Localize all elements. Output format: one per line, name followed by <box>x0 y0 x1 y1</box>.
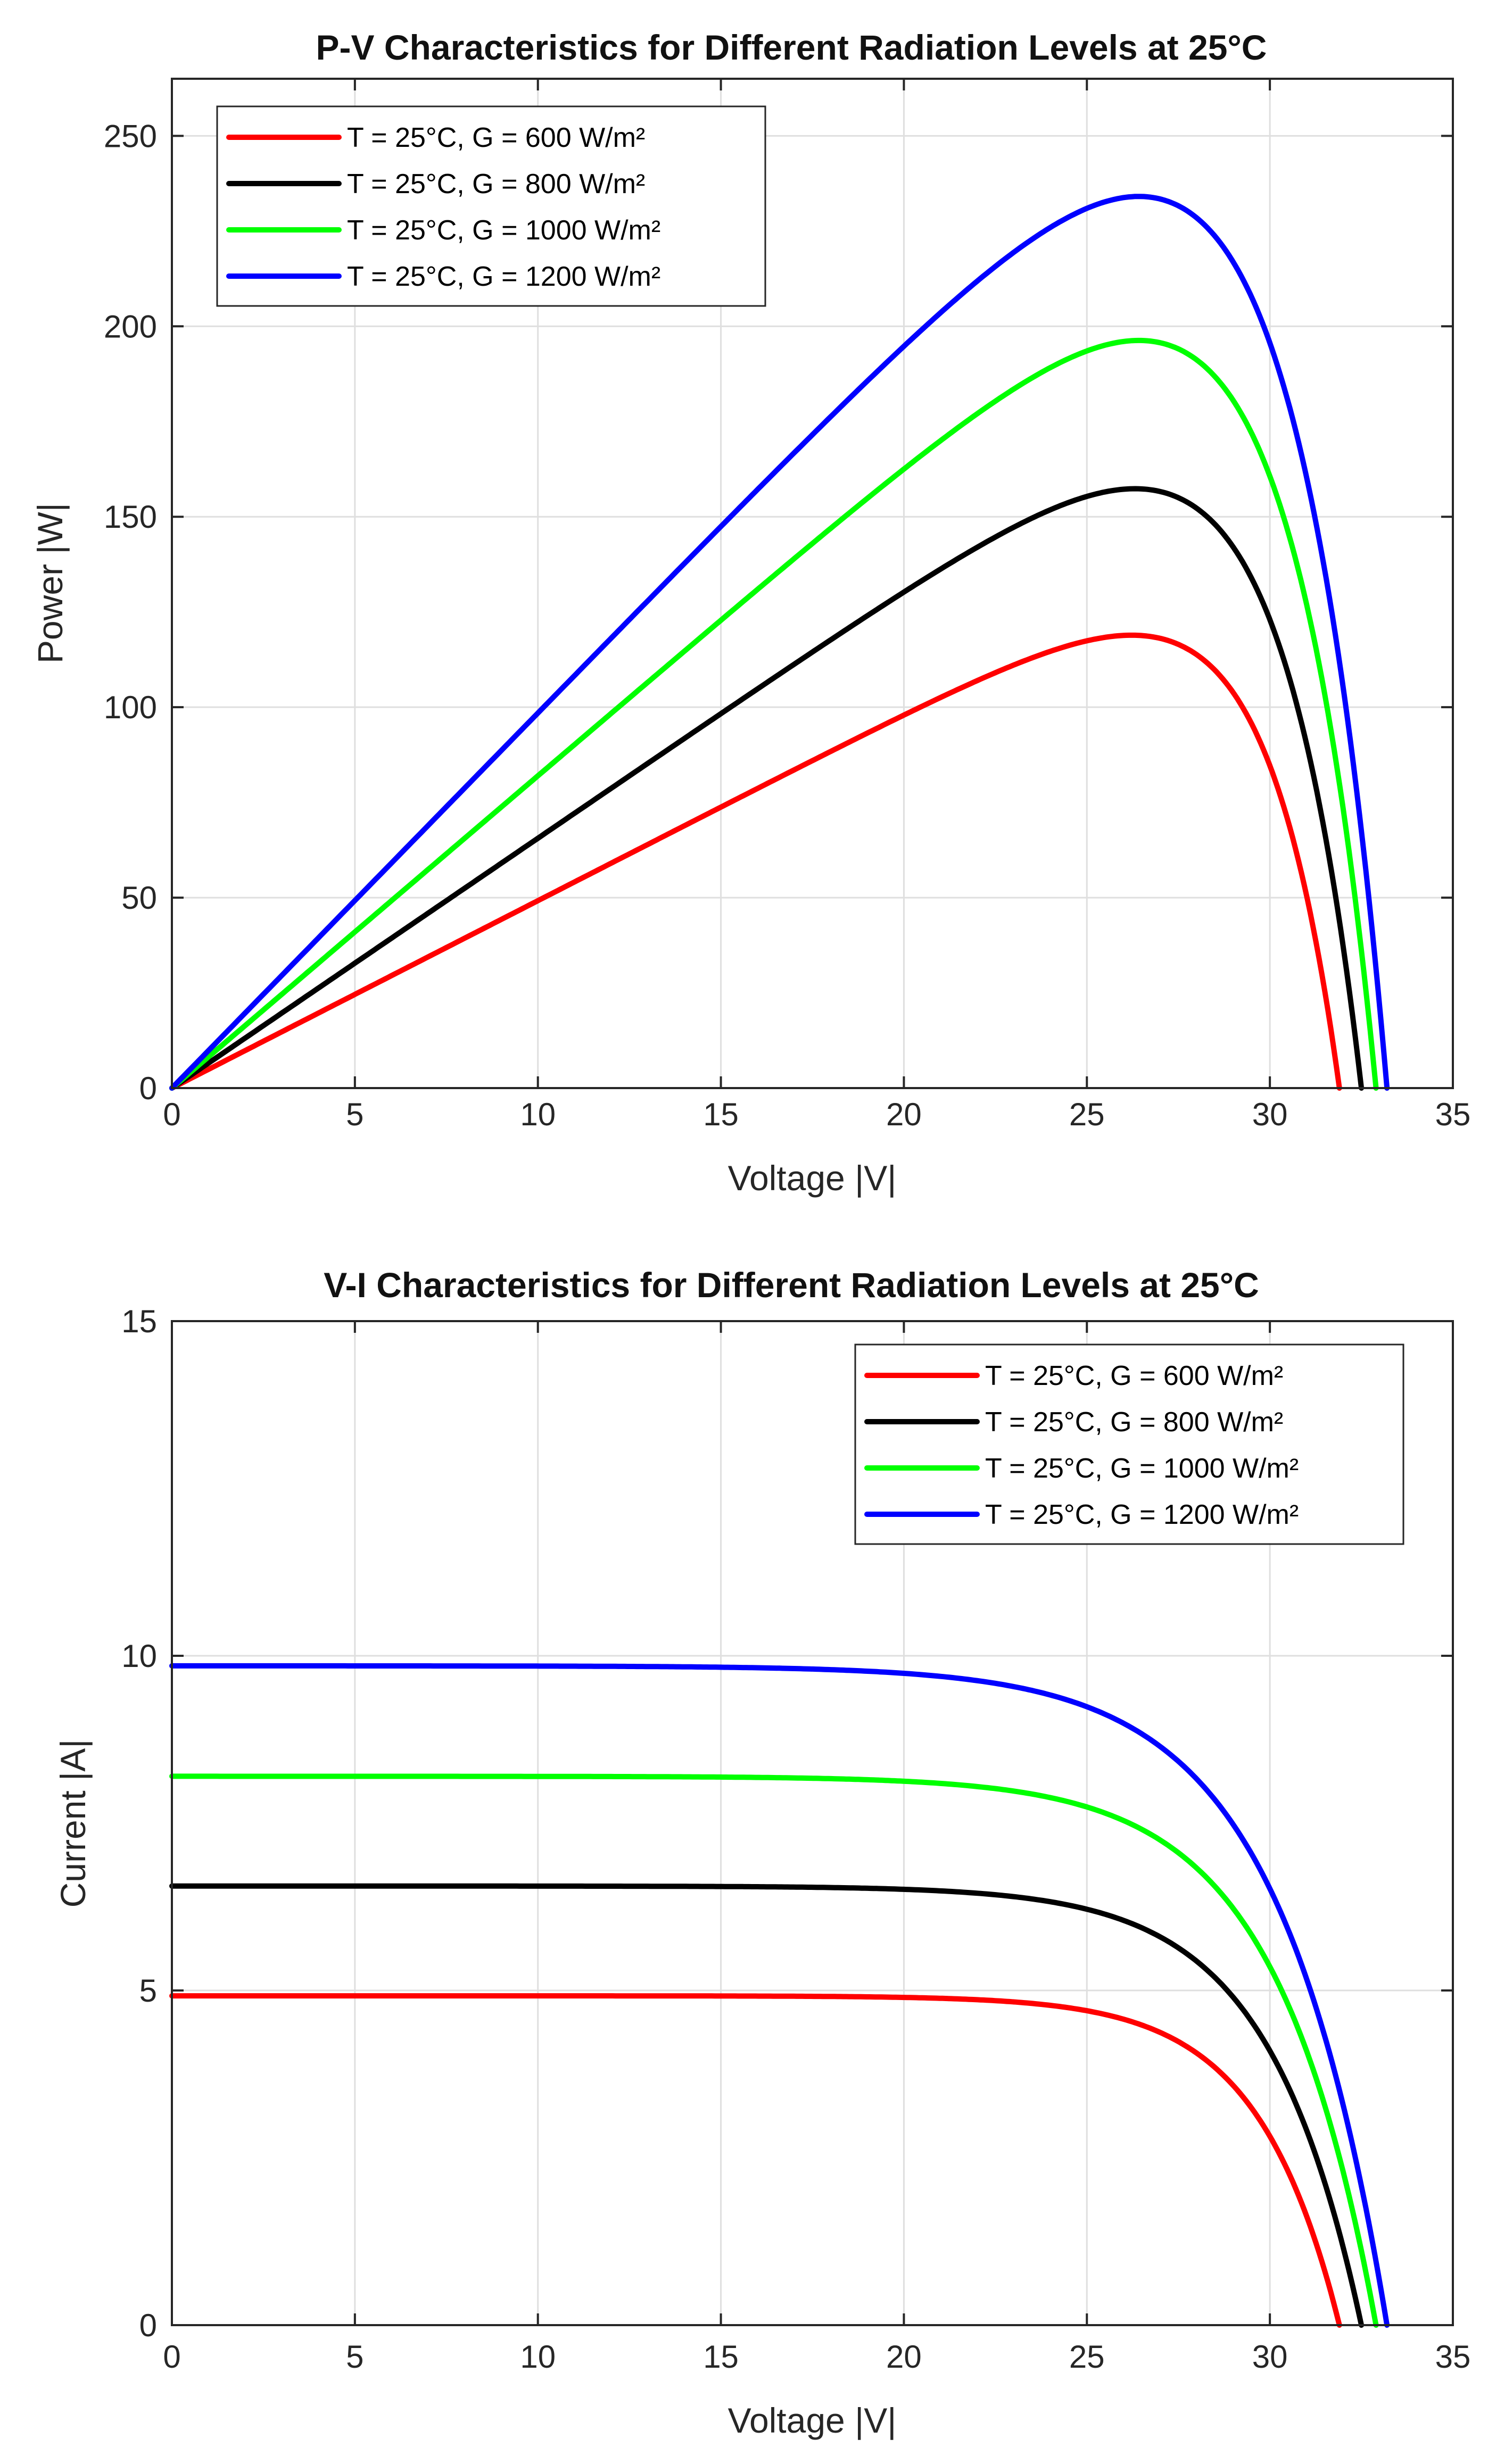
pv-chart-title: P-V Characteristics for Different Radiat… <box>316 28 1267 67</box>
pv-ticks: 0 5 10 15 20 25 30 35 0 50 100 150 200 250 <box>104 79 1470 1132</box>
vi-y-tick-label: 15 <box>121 1304 157 1339</box>
vi-x-tick-label: 25 <box>1069 2339 1105 2375</box>
vi-series-line-800 <box>169 1883 1365 2328</box>
vi-x-tick-label: 0 <box>163 2339 180 2375</box>
pv-series-line-1200 <box>169 194 1390 1091</box>
pv-series-line-1000 <box>169 337 1379 1091</box>
pv-y-tick-label: 200 <box>104 309 157 344</box>
pv-curves <box>169 194 1390 1091</box>
vi-y-tick-label: 10 <box>121 1638 157 1674</box>
vi-chart-title: V-I Characteristics for Different Radiat… <box>324 1265 1259 1305</box>
vi-y-tick-label: 5 <box>139 1973 157 2009</box>
vi-x-axis-label: Voltage |V| <box>728 2401 897 2440</box>
vi-series-line-1000 <box>169 1773 1379 2328</box>
pv-legend-entry-800: T = 25°C, G = 800 W/m² <box>347 169 645 200</box>
pv-x-tick-label: 20 <box>886 1097 922 1132</box>
vi-x-tick-label: 5 <box>346 2339 363 2375</box>
pv-series-line-800 <box>169 486 1365 1091</box>
vi-legend: T = 25°C, G = 600 W/m² T = 25°C, G = 800… <box>854 1343 1404 1545</box>
vi-x-tick-label: 15 <box>703 2339 739 2375</box>
vi-ticks: 0 5 10 15 20 25 30 35 0 5 10 15 <box>121 1304 1470 2375</box>
vi-panel: V-I Characteristics for Different Radiat… <box>53 1265 1470 2440</box>
pv-legend-entry-600: T = 25°C, G = 600 W/m² <box>347 122 645 153</box>
vi-y-tick-label: 0 <box>139 2308 157 2343</box>
vi-x-tick-label: 20 <box>886 2339 922 2375</box>
pv-legend-entry-1200: T = 25°C, G = 1200 W/m² <box>347 261 660 292</box>
vi-legend-entry-800: T = 25°C, G = 800 W/m² <box>985 1407 1283 1438</box>
vi-legend-entry-1000: T = 25°C, G = 1000 W/m² <box>985 1453 1299 1484</box>
pv-x-tick-label: 35 <box>1435 1097 1471 1132</box>
vi-legend-entry-1200: T = 25°C, G = 1200 W/m² <box>985 1499 1299 1530</box>
vi-legend-entry-600: T = 25°C, G = 600 W/m² <box>985 1360 1283 1391</box>
pv-y-tick-label: 100 <box>104 690 157 725</box>
pv-y-tick-label: 50 <box>121 880 157 916</box>
vi-series-line-600 <box>169 1993 1342 2328</box>
vi-curves <box>169 1663 1390 2328</box>
pv-y-tick-label: 250 <box>104 118 157 154</box>
vi-y-axis-label: Current |A| <box>53 1739 93 1908</box>
pv-legend: T = 25°C, G = 600 W/m² T = 25°C, G = 800… <box>216 105 766 307</box>
pv-legend-entry-1000: T = 25°C, G = 1000 W/m² <box>347 215 660 246</box>
vi-series-line-1200 <box>169 1663 1390 2328</box>
pv-grid <box>171 79 1454 1089</box>
pv-x-tick-label: 5 <box>346 1097 363 1132</box>
pv-x-tick-label: 10 <box>520 1097 556 1132</box>
pv-y-tick-label: 150 <box>104 499 157 535</box>
vi-x-tick-label: 10 <box>520 2339 556 2375</box>
pv-y-tick-label: 0 <box>139 1071 157 1106</box>
pv-panel: P-V Characteristics for Different Radiat… <box>30 28 1470 1198</box>
vi-axes-frame <box>171 1320 1454 2326</box>
pv-y-axis-label: Power |W| <box>30 503 70 663</box>
pv-x-tick-label: 15 <box>703 1097 739 1132</box>
pv-x-axis-label: Voltage |V| <box>728 1158 897 1198</box>
vi-x-tick-label: 35 <box>1435 2339 1471 2375</box>
pv-x-tick-label: 30 <box>1252 1097 1288 1132</box>
pv-x-tick-label: 0 <box>163 1097 180 1132</box>
pv-x-tick-label: 25 <box>1069 1097 1105 1132</box>
vi-x-tick-label: 30 <box>1252 2339 1288 2375</box>
pv-axes-frame <box>171 78 1454 1089</box>
pv-series-line-600 <box>169 632 1342 1091</box>
